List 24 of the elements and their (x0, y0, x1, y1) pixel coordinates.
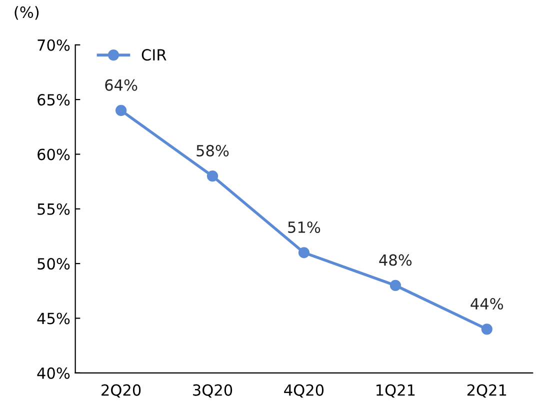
y-tick-label: 40% (37, 367, 70, 379)
x-tick-label: 4Q20 (284, 384, 324, 398)
data-label: 44% (470, 298, 504, 310)
data-label: 51% (288, 221, 320, 234)
y-tick-label: 65% (38, 94, 70, 106)
legend-label: CIR (142, 49, 166, 61)
point (298, 247, 310, 258)
x-tick-label: 2Q20 (102, 384, 141, 398)
point (115, 104, 127, 116)
y-tick-label: 55% (38, 203, 70, 215)
data-label: 48% (379, 254, 412, 266)
y-tick-label: 60% (38, 148, 70, 160)
data-label: 64% (105, 79, 138, 91)
y-tick-label: 70% (38, 39, 70, 51)
point (206, 170, 218, 182)
x-tick-label: 1Q21 (376, 384, 415, 398)
point (390, 280, 401, 291)
x-tick-label: 2Q21 (467, 384, 506, 398)
x-tick-label: 3Q20 (193, 384, 232, 398)
y-axis-title: (%) (14, 6, 39, 20)
y-tick-label: 50% (38, 258, 70, 270)
point (481, 324, 492, 335)
y-tick-label: 45% (37, 312, 70, 324)
data-label: 58% (196, 144, 229, 156)
